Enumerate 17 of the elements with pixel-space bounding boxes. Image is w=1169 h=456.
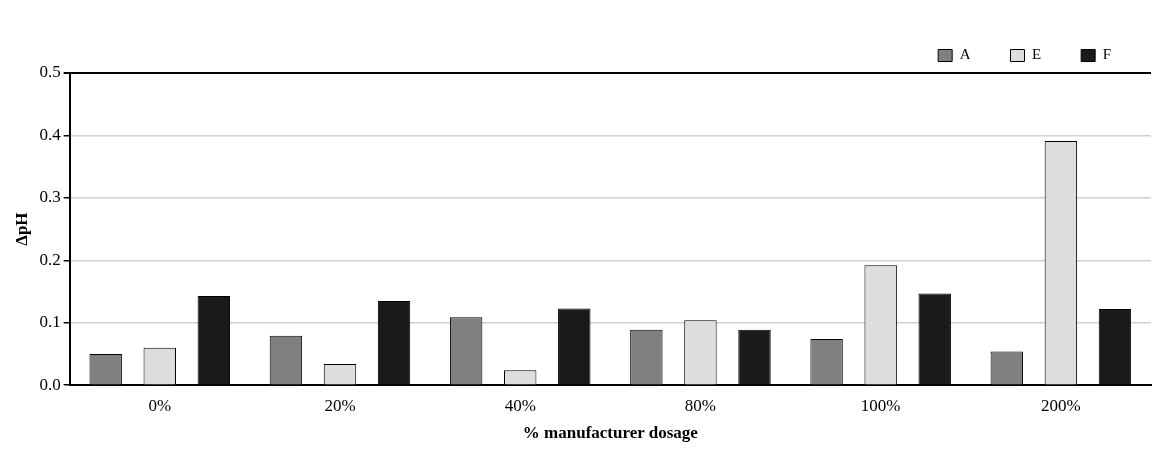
x-tick-label: 40% <box>504 395 536 415</box>
x-tick-label: 0% <box>148 395 172 415</box>
y-tick-label: 0.3 <box>39 187 61 207</box>
x-tick-label: 20% <box>324 395 356 415</box>
y-axis-title: ΔpH <box>11 212 31 246</box>
x-tick-label: 80% <box>684 395 717 415</box>
y-tick-label: 0.4 <box>39 124 62 144</box>
legend-label: E <box>1032 46 1042 63</box>
x-axis-title: % manufacturer dosage <box>522 423 699 443</box>
y-tick-label: 0.1 <box>39 312 61 332</box>
x-tick-label: 200% <box>1041 395 1081 415</box>
y-tick-label: 0.2 <box>39 249 61 269</box>
y-tick-label: 0.5 <box>39 62 61 82</box>
x-tick-label: 100% <box>860 395 901 415</box>
legend-label: A <box>959 46 971 63</box>
y-tick-label: 0.0 <box>39 374 61 394</box>
legend-label: F <box>1102 46 1111 63</box>
